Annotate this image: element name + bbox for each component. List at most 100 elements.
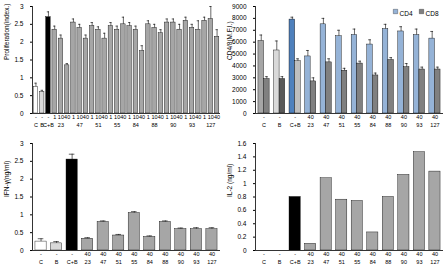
svg-text:-: - <box>294 251 296 257</box>
svg-text:23: 23 <box>85 259 91 265</box>
svg-text:127: 127 <box>430 122 439 128</box>
svg-text:1: 1 <box>20 74 24 81</box>
svg-text:40: 40 <box>354 114 360 120</box>
svg-text:55: 55 <box>354 122 360 128</box>
svg-text:40: 40 <box>195 114 201 120</box>
svg-text:40: 40 <box>214 114 220 120</box>
svg-text:0: 0 <box>20 110 24 117</box>
svg-text:51: 51 <box>339 122 345 128</box>
svg-text:1000: 1000 <box>232 98 247 105</box>
svg-text:10: 10 <box>189 114 195 120</box>
svg-text:1: 1 <box>20 211 24 218</box>
svg-text:40: 40 <box>116 251 122 257</box>
svg-text:51: 51 <box>339 259 345 265</box>
svg-text:5000: 5000 <box>232 50 247 57</box>
svg-text:-: - <box>279 114 281 120</box>
svg-text:0.2: 0.2 <box>237 233 246 240</box>
svg-text:1: 1 <box>91 114 94 120</box>
svg-text:1: 1 <box>184 114 187 120</box>
svg-text:84: 84 <box>133 122 139 128</box>
svg-text:40: 40 <box>339 251 345 257</box>
svg-text:40: 40 <box>416 251 422 257</box>
svg-text:40: 40 <box>308 251 314 257</box>
svg-text:1.6: 1.6 <box>237 140 246 147</box>
svg-text:0: 0 <box>243 110 247 117</box>
svg-text:6000: 6000 <box>232 38 247 45</box>
svg-text:127: 127 <box>430 259 439 265</box>
svg-text:84: 84 <box>370 122 376 128</box>
svg-text:47: 47 <box>77 122 83 128</box>
svg-text:10: 10 <box>152 114 158 120</box>
svg-text:-: - <box>263 251 265 257</box>
svg-text:40: 40 <box>177 114 183 120</box>
svg-text:CD4: CD4 <box>400 10 413 17</box>
svg-text:10: 10 <box>170 114 176 120</box>
svg-text:55: 55 <box>114 122 120 128</box>
svg-text:-: - <box>56 251 58 257</box>
svg-text:10: 10 <box>133 114 139 120</box>
svg-text:10: 10 <box>114 114 120 120</box>
svg-text:127: 127 <box>207 259 216 265</box>
svg-text:40: 40 <box>139 114 145 120</box>
svg-text:40: 40 <box>323 251 329 257</box>
svg-text:0.4: 0.4 <box>237 220 246 227</box>
svg-text:-: - <box>71 251 73 257</box>
svg-text:40: 40 <box>158 114 164 120</box>
svg-text:2000: 2000 <box>232 86 247 93</box>
svg-text:40: 40 <box>401 114 407 120</box>
svg-text:0.5: 0.5 <box>14 229 23 236</box>
svg-text:C: C <box>262 122 266 128</box>
svg-text:40: 40 <box>370 251 376 257</box>
svg-text:0.8: 0.8 <box>237 193 246 200</box>
svg-text:40: 40 <box>193 251 199 257</box>
svg-text:40: 40 <box>432 251 438 257</box>
svg-text:84: 84 <box>147 259 153 265</box>
svg-text:88: 88 <box>385 259 391 265</box>
svg-text:1: 1 <box>243 180 247 187</box>
svg-text:1: 1 <box>128 114 131 120</box>
svg-text:90: 90 <box>401 122 407 128</box>
svg-text:1: 1 <box>72 114 75 120</box>
svg-text:IFN-γ(ng/ml): IFN-γ(ng/ml) <box>3 161 11 197</box>
svg-text:40: 40 <box>432 114 438 120</box>
svg-text:47: 47 <box>100 259 106 265</box>
svg-text:3000: 3000 <box>232 74 247 81</box>
svg-text:1.4: 1.4 <box>237 153 246 160</box>
svg-text:3: 3 <box>20 3 24 10</box>
svg-text:0: 0 <box>20 247 24 254</box>
svg-text:-: - <box>35 114 37 120</box>
svg-text:-: - <box>41 114 43 120</box>
svg-text:40: 40 <box>120 114 126 120</box>
svg-text:84: 84 <box>370 259 376 265</box>
svg-text:C: C <box>262 259 266 265</box>
svg-text:9000: 9000 <box>232 3 247 10</box>
svg-text:-: - <box>294 114 296 120</box>
svg-text:47: 47 <box>323 122 329 128</box>
svg-text:4000: 4000 <box>232 62 247 69</box>
svg-text:C+B: C+B <box>43 122 54 128</box>
svg-text:23: 23 <box>308 259 314 265</box>
svg-text:10: 10 <box>77 114 83 120</box>
svg-text:40: 40 <box>416 114 422 120</box>
svg-text:1.5: 1.5 <box>14 193 23 200</box>
svg-text:1.5: 1.5 <box>14 56 23 63</box>
svg-text:-: - <box>279 251 281 257</box>
svg-text:88: 88 <box>152 122 158 128</box>
svg-text:40: 40 <box>401 251 407 257</box>
svg-text:40: 40 <box>370 114 376 120</box>
svg-text:23: 23 <box>308 122 314 128</box>
svg-text:40: 40 <box>339 114 345 120</box>
svg-text:127: 127 <box>206 122 215 128</box>
svg-text:0.5: 0.5 <box>14 92 23 99</box>
svg-text:40: 40 <box>323 114 329 120</box>
svg-text:51: 51 <box>95 122 101 128</box>
svg-text:93: 93 <box>193 259 199 265</box>
svg-text:C+B: C+B <box>290 122 301 128</box>
svg-text:2.5: 2.5 <box>14 157 23 164</box>
svg-text:40: 40 <box>100 251 106 257</box>
svg-text:40: 40 <box>178 251 184 257</box>
svg-text:40: 40 <box>83 114 89 120</box>
svg-text:B: B <box>278 122 282 128</box>
svg-text:40: 40 <box>64 114 70 120</box>
svg-text:-: - <box>40 251 42 257</box>
